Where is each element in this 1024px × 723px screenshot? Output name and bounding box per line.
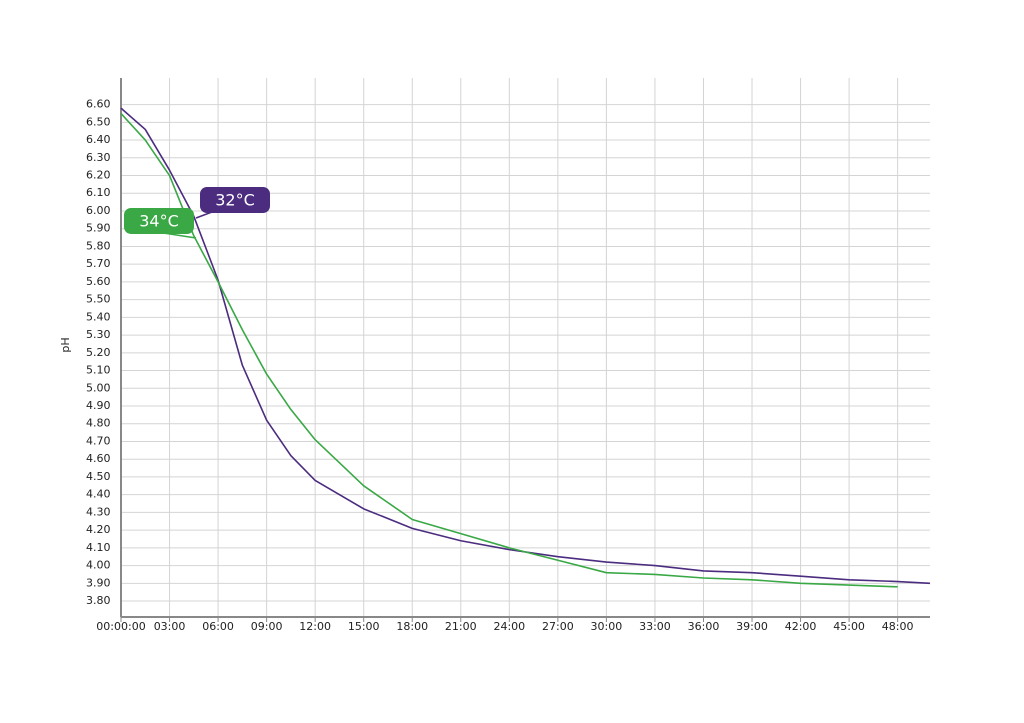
y-tick-label: 5.40: [86, 310, 111, 323]
y-tick-label: 5.50: [86, 293, 111, 306]
y-tick-label: 4.90: [86, 399, 111, 412]
y-tick-label: 6.00: [86, 204, 111, 217]
x-tick-label: 36:00: [688, 620, 720, 633]
y-tick-label: 6.60: [86, 98, 111, 111]
x-tick-label: 42:00: [785, 620, 817, 633]
x-tick-label: 33:00: [639, 620, 671, 633]
x-tick-label: 00:00:00: [96, 620, 145, 633]
y-tick-label: 5.20: [86, 346, 111, 359]
y-tick-label: 6.40: [86, 133, 111, 146]
y-tick-label: 6.50: [86, 115, 111, 128]
x-tick-label: 48:00: [882, 620, 914, 633]
callout-bubble: [124, 208, 194, 234]
x-tick-label: 21:00: [445, 620, 477, 633]
data-line: [120, 112, 898, 588]
x-tick-label: 30:00: [591, 620, 623, 633]
y-tick-label: 5.80: [86, 239, 111, 252]
data-line: [120, 107, 931, 585]
x-tick-label: 27:00: [542, 620, 574, 633]
y-axis-label: pH: [59, 337, 72, 352]
y-tick-label: 5.70: [86, 257, 111, 270]
y-tick-label: 5.30: [86, 328, 111, 341]
x-tick-label: 15:00: [348, 620, 380, 633]
x-tick-label: 06:00: [202, 620, 234, 633]
y-tick-label: 4.00: [86, 559, 111, 572]
y-tick-label: 5.60: [86, 275, 111, 288]
legend-label: 32°C: [215, 191, 255, 210]
x-tick-label: 39:00: [736, 620, 768, 633]
x-tick-label: 18:00: [396, 620, 428, 633]
x-tick-label: 12:00: [299, 620, 331, 633]
x-tick-label: 45:00: [833, 620, 865, 633]
x-tick-label: 03:00: [154, 620, 186, 633]
y-tick-label: 3.80: [86, 594, 111, 607]
y-tick-label: 5.90: [86, 222, 111, 235]
y-tick-label: 4.20: [86, 523, 111, 536]
x-tick-label: 24:00: [493, 620, 525, 633]
y-tick-label: 4.80: [86, 417, 111, 430]
y-tick-label: 6.10: [86, 186, 111, 199]
y-tick-label: 4.40: [86, 488, 111, 501]
y-tick-label: 5.00: [86, 381, 111, 394]
y-tick-label: 4.60: [86, 452, 111, 465]
callout-bubble: [200, 187, 270, 213]
x-tick-label: 09:00: [251, 620, 283, 633]
y-tick-label: 4.50: [86, 470, 111, 483]
y-tick-label: 4.10: [86, 541, 111, 554]
y-tick-label: 4.30: [86, 505, 111, 518]
y-tick-label: 5.10: [86, 364, 111, 377]
legend-label: 34°C: [139, 212, 179, 231]
y-tick-label: 3.90: [86, 576, 111, 589]
y-tick-label: 6.30: [86, 151, 111, 164]
y-tick-label: 4.70: [86, 434, 111, 447]
y-tick-label: 6.20: [86, 169, 111, 182]
